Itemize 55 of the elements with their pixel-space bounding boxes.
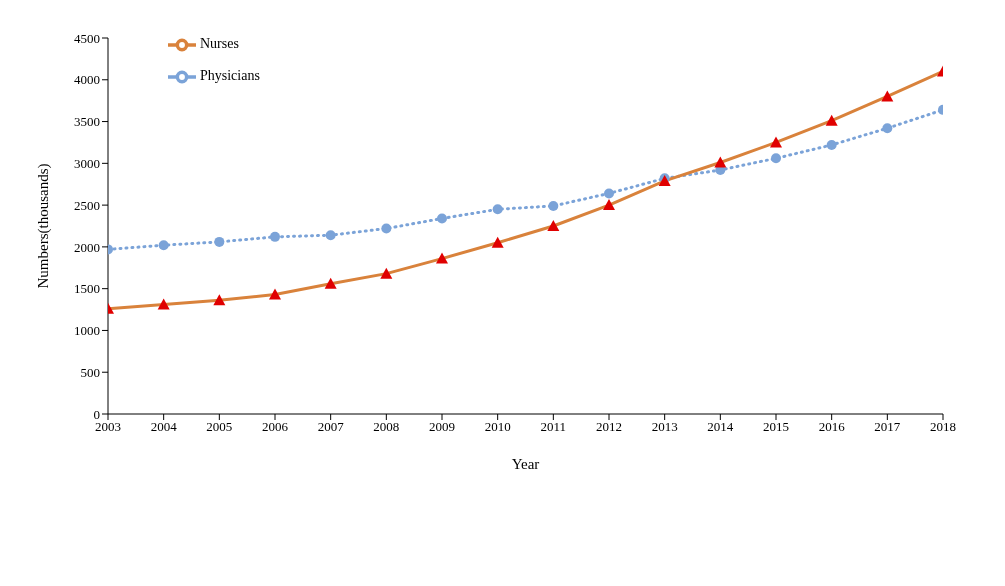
y-tick-label: 4000 bbox=[74, 72, 100, 88]
x-tick-label: 2018 bbox=[930, 419, 956, 435]
point bbox=[157, 298, 170, 310]
point bbox=[214, 236, 225, 247]
x-tick-label: 2016 bbox=[818, 419, 846, 435]
x-tick-label: 2005 bbox=[206, 419, 233, 435]
point bbox=[881, 90, 894, 102]
point bbox=[158, 240, 169, 251]
point bbox=[771, 153, 781, 164]
x-tick-label: 2011 bbox=[540, 419, 567, 435]
point bbox=[437, 213, 447, 224]
y-tick-label: 3000 bbox=[74, 155, 100, 171]
point bbox=[492, 204, 503, 215]
legend-label: Nurses bbox=[200, 36, 239, 51]
y-tick-label: 1500 bbox=[74, 281, 100, 297]
point bbox=[325, 230, 336, 241]
point bbox=[381, 223, 392, 234]
y-tick-label: 2000 bbox=[74, 239, 100, 255]
x-tick-label: 2006 bbox=[262, 419, 289, 435]
point bbox=[324, 277, 337, 289]
x-tick-label: 2017 bbox=[874, 419, 901, 435]
point bbox=[269, 288, 281, 300]
x-tick-label: 2009 bbox=[429, 419, 455, 435]
point bbox=[826, 139, 837, 150]
point bbox=[604, 188, 614, 199]
x-tick-label: 2008 bbox=[373, 419, 400, 435]
y-axis-title: Numbers(thousands) bbox=[35, 163, 53, 289]
point bbox=[491, 236, 504, 248]
point bbox=[603, 199, 615, 211]
y-tick-label: 0 bbox=[93, 406, 100, 422]
point bbox=[436, 252, 448, 264]
point bbox=[213, 294, 226, 306]
x-tick-label: 2003 bbox=[95, 419, 121, 435]
point bbox=[270, 231, 280, 242]
point bbox=[714, 156, 727, 168]
x-tick-label: 2007 bbox=[317, 419, 345, 435]
y-tick-label: 2500 bbox=[74, 197, 100, 213]
point bbox=[882, 123, 893, 134]
x-tick-label: 2010 bbox=[484, 419, 511, 435]
x-tick-label: 2004 bbox=[150, 419, 178, 435]
y-tick-label: 1000 bbox=[74, 323, 100, 339]
x-tick-label: 2012 bbox=[596, 419, 622, 435]
point bbox=[548, 200, 559, 211]
x-tick-label: 2015 bbox=[763, 419, 789, 435]
point bbox=[380, 267, 393, 279]
point bbox=[547, 220, 560, 231]
point bbox=[770, 136, 782, 148]
y-tick-label: 500 bbox=[80, 364, 100, 380]
x-tick-label: 2013 bbox=[651, 419, 678, 435]
y-tick-label: 3500 bbox=[74, 114, 100, 130]
y-tick-label: 4500 bbox=[74, 30, 100, 46]
point bbox=[825, 114, 838, 126]
x-tick-label: 2014 bbox=[707, 419, 734, 435]
x-axis-title: Year bbox=[511, 456, 540, 472]
legend-label: Physicians bbox=[200, 68, 260, 83]
